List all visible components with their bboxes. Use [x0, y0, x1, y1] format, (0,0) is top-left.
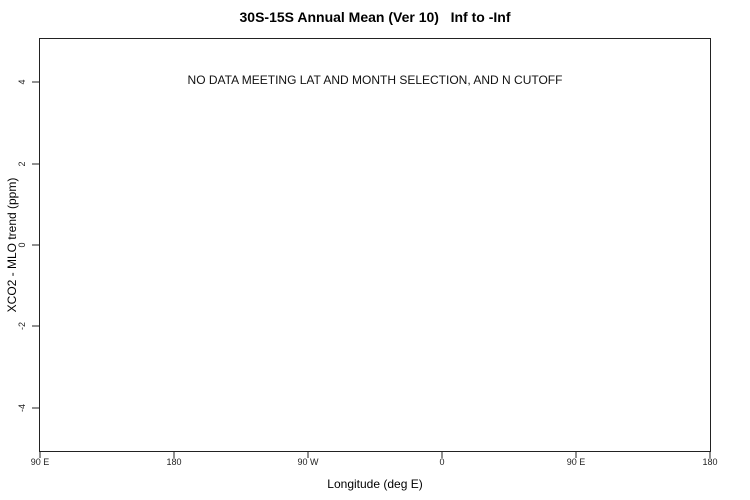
- y-tick-mark: [32, 407, 40, 409]
- x-tick-mark: [441, 451, 443, 458]
- y-tick-mark: [32, 81, 40, 83]
- y-tick-label: -2: [17, 322, 27, 331]
- x-tick-label: 180: [166, 457, 182, 467]
- no-data-message: NO DATA MEETING LAT AND MONTH SELECTION,…: [187, 73, 563, 87]
- x-tick-label: 90 E: [30, 457, 50, 467]
- y-tick-mark: [32, 244, 40, 246]
- y-tick-mark: [32, 163, 40, 165]
- x-tick-mark: [39, 451, 41, 458]
- y-tick-label: 4: [17, 79, 27, 85]
- x-tick-mark: [709, 451, 711, 458]
- x-tick-mark: [173, 451, 175, 458]
- x-tick-mark: [575, 451, 577, 458]
- y-tick-mark: [32, 325, 40, 327]
- x-tick-label: 0: [439, 457, 445, 467]
- x-tick-label: 90 W: [297, 457, 319, 467]
- x-axis-title: Longitude (deg E): [327, 477, 423, 491]
- x-tick-label: 180: [702, 457, 718, 467]
- x-tick-mark: [307, 451, 309, 458]
- y-tick-label: 2: [17, 161, 27, 167]
- y-axis-title: XCO2 - MLO trend (ppm): [5, 177, 19, 313]
- plot-area: NO DATA MEETING LAT AND MONTH SELECTION,…: [17, 38, 718, 467]
- y-tick-label: -4: [17, 403, 27, 412]
- chart-title: 30S-15S Annual Mean (Ver 10) Inf to -Inf: [239, 9, 511, 25]
- x-tick-label: 90 E: [566, 457, 586, 467]
